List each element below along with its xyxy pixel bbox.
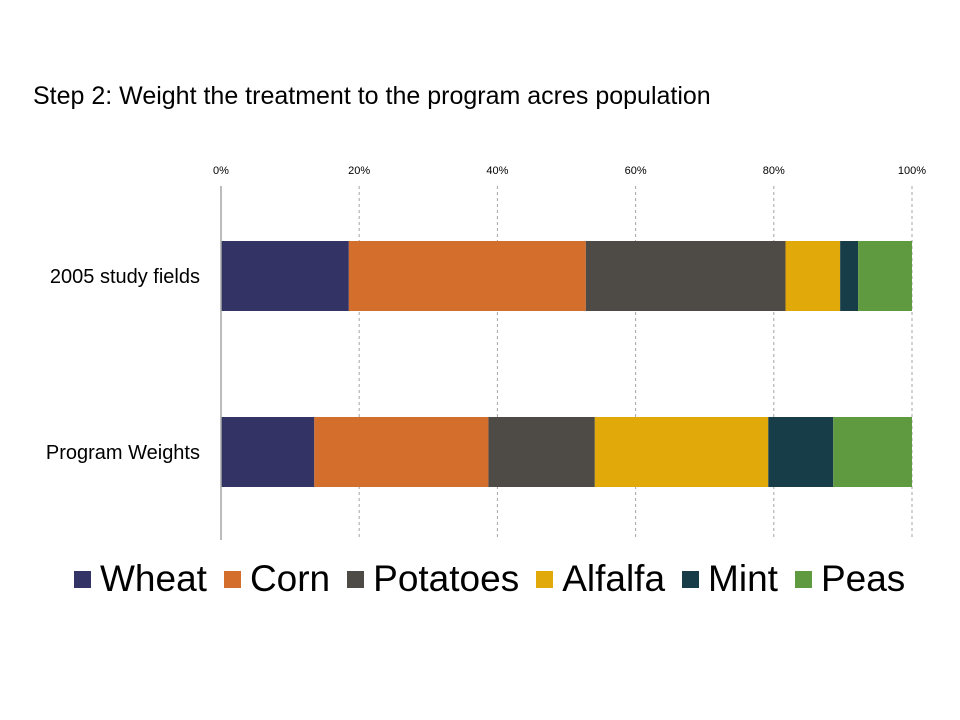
x-tick-label: 0%	[213, 165, 229, 177]
legend-label: Mint	[708, 558, 778, 599]
legend-swatch	[794, 570, 812, 588]
x-tick-label: 20%	[348, 165, 370, 177]
x-tick-label: 60%	[625, 165, 647, 177]
bar-wheat-1	[221, 241, 349, 311]
legend-item-mint: Mint	[682, 558, 778, 600]
legend-label: Wheat	[100, 558, 207, 599]
legend-label: Alfalfa	[562, 558, 666, 599]
bar-potatoes-2	[488, 417, 595, 487]
bar-corn-2	[314, 417, 489, 487]
x-axis-tick-labels: 0% 20% 40% 60% 80% 100%	[213, 165, 926, 177]
legend-swatch	[536, 570, 554, 588]
bars	[221, 241, 912, 487]
legend-label: Peas	[820, 558, 906, 599]
legend-label: Corn	[249, 558, 331, 599]
bar-potatoes-1	[585, 241, 786, 311]
legend-swatch	[74, 570, 91, 588]
category-label: Program Weights	[46, 442, 200, 464]
slide-title: Step 2: Weight the treatment to the prog…	[33, 82, 711, 110]
legend-item-peas: Peas	[794, 558, 906, 600]
bar-peas-2	[833, 417, 912, 487]
bar-wheat-2	[221, 417, 315, 487]
category-label: 2005 study fields	[50, 266, 200, 288]
legend-swatch	[682, 570, 700, 588]
legend-label: Potatoes	[373, 558, 520, 599]
x-tick-label: 100%	[898, 165, 926, 177]
x-tick-label: 80%	[763, 165, 785, 177]
legend-swatch	[223, 570, 241, 588]
chart-legend: Wheat Corn Potatoes Alfalfa Mint Peas	[74, 558, 905, 600]
bar-peas-1	[858, 241, 912, 311]
legend-item-potatoes: Potatoes	[347, 558, 519, 600]
legend-item-corn: Corn	[223, 558, 331, 600]
bar-alfalfa-1	[785, 241, 841, 311]
category-labels: 2005 study fields Program Weights	[46, 266, 200, 464]
x-tick-label: 40%	[486, 165, 508, 177]
legend-item-wheat: Wheat	[74, 558, 207, 600]
legend-swatch	[347, 570, 365, 588]
bar-alfalfa-2	[594, 417, 769, 487]
bar-mint-1	[840, 241, 859, 311]
bar-corn-1	[348, 241, 586, 311]
bar-mint-2	[768, 417, 834, 487]
legend-item-alfalfa: Alfalfa	[536, 558, 665, 600]
